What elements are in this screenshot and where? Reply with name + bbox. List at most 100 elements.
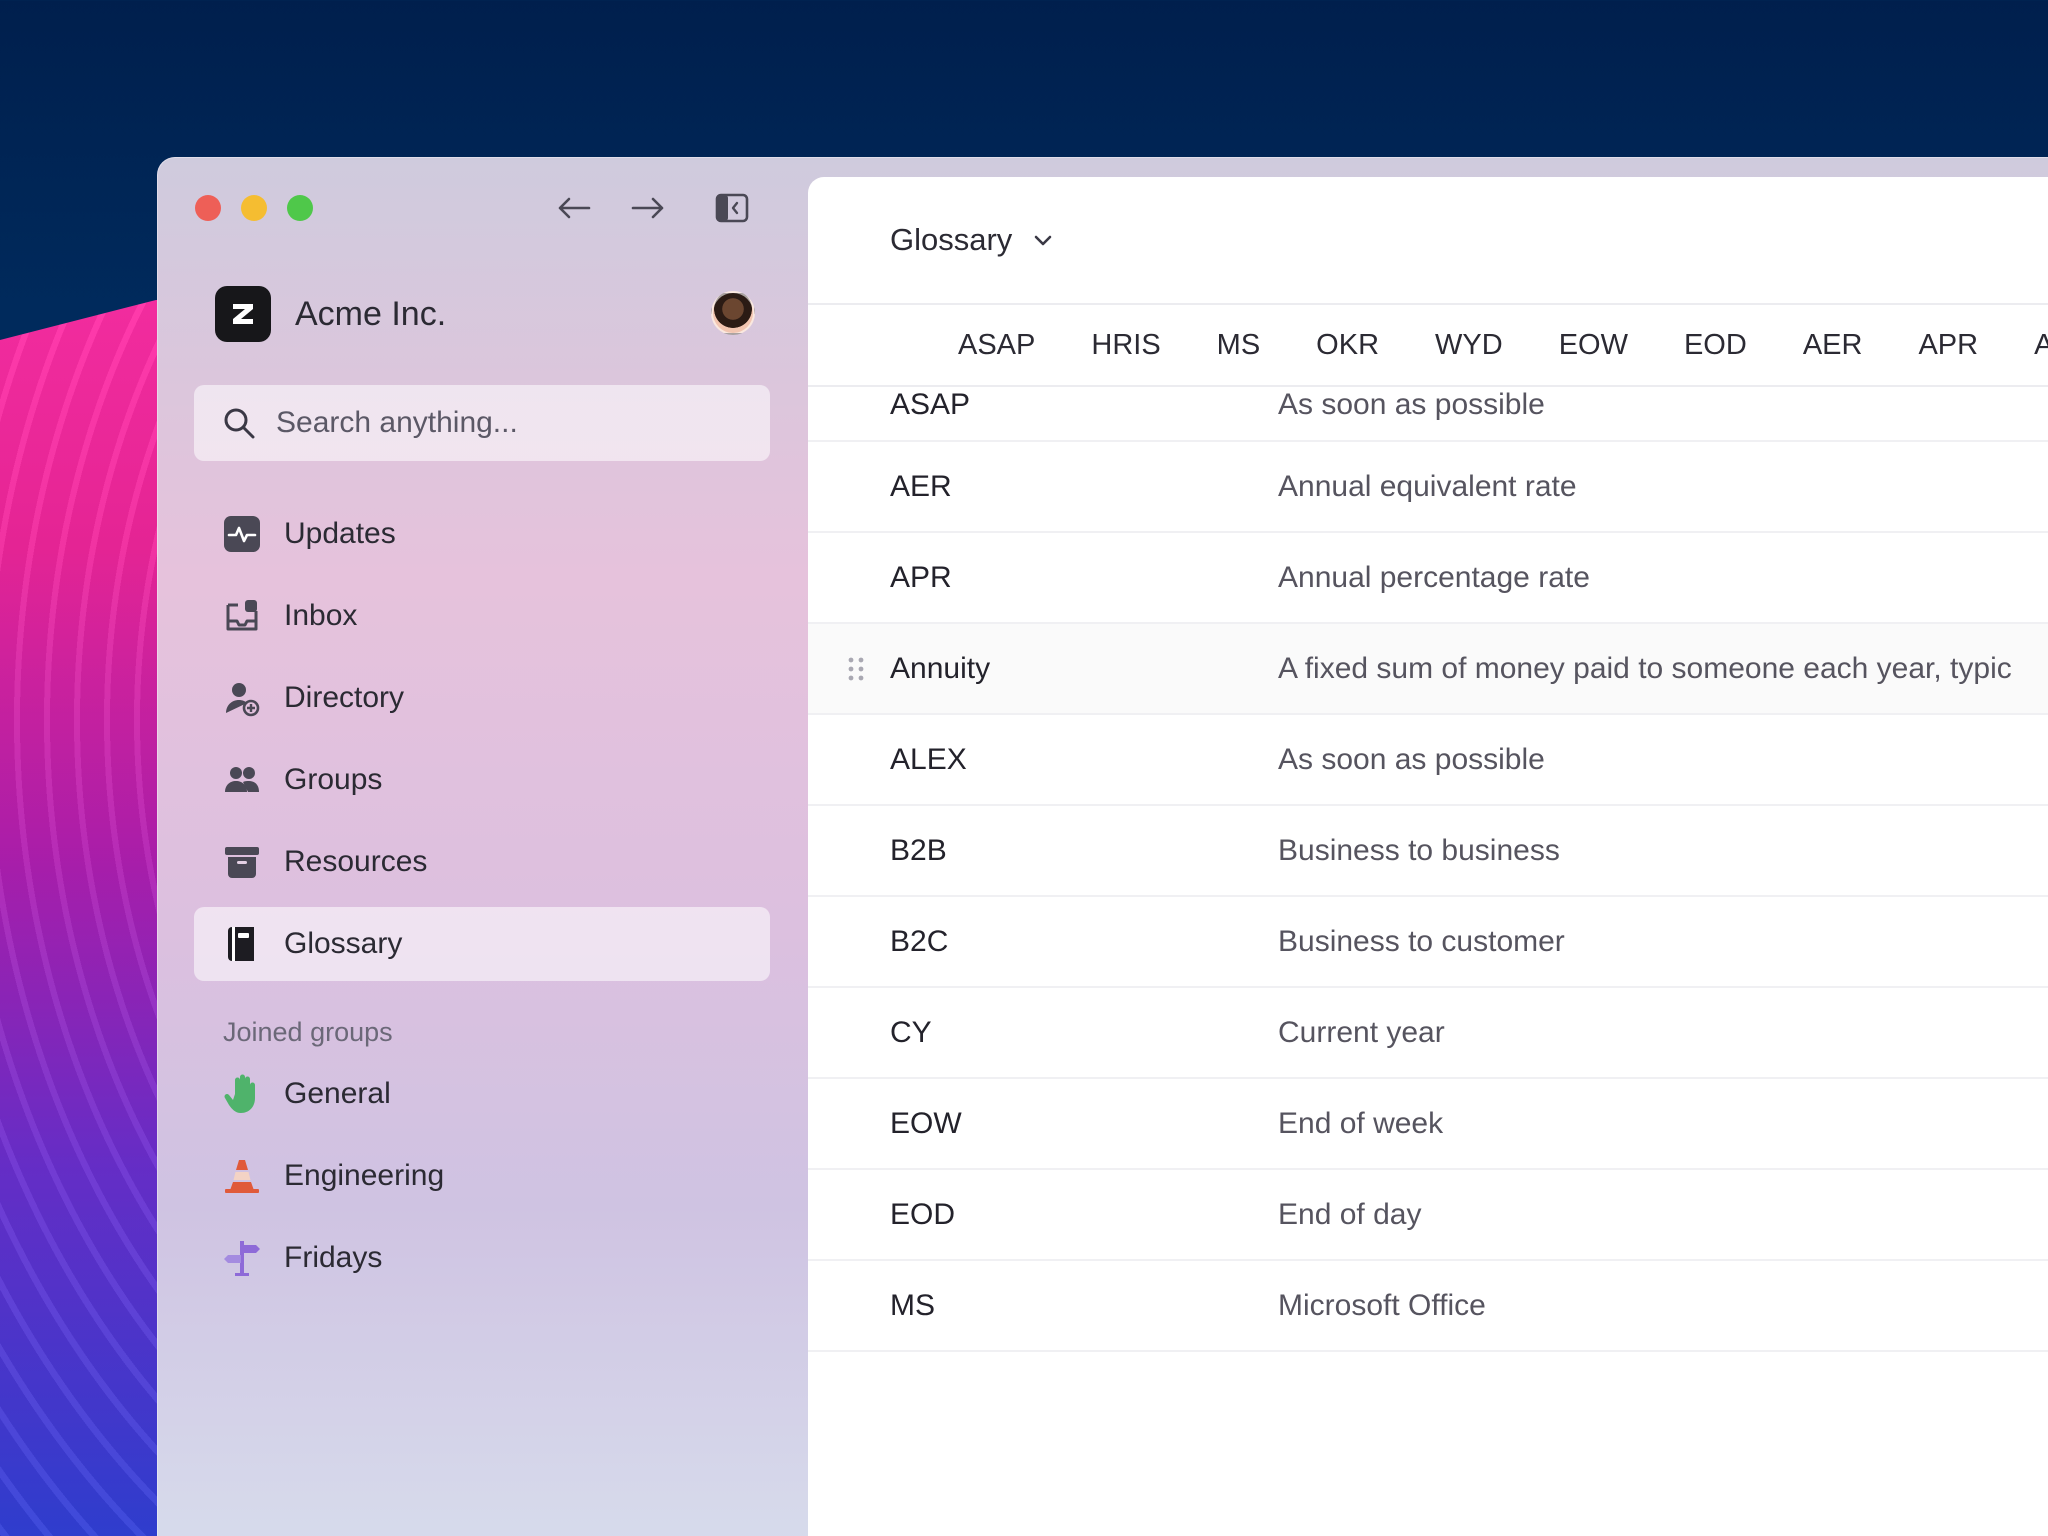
filter-tag[interactable]: A [2034, 329, 2048, 362]
filter-tag[interactable]: AER [1802, 328, 1863, 361]
arrow-left-icon [558, 197, 591, 219]
page-title[interactable]: Glossary [890, 222, 1013, 257]
glossary-term: CY [890, 1015, 932, 1049]
sidebar-item-label: Groups [284, 763, 383, 796]
glossary-table: ASAP As soon as possible AER Annual equi… [808, 387, 2048, 1387]
back-button[interactable] [557, 191, 591, 225]
activity-icon [222, 514, 262, 554]
filter-tag[interactable]: MS [1216, 328, 1261, 361]
search-input[interactable]: Search anything... [194, 385, 770, 461]
brand-logo-icon [233, 304, 253, 324]
filter-tag[interactable]: ASAP [958, 328, 1036, 361]
joined-groups-heading: Joined groups [223, 1017, 393, 1047]
sidebar-item-engineering[interactable]: Engineering [194, 1139, 770, 1213]
table-row[interactable]: Annuity A fixed sum of money paid to som… [808, 624, 2048, 715]
sidebar-item-label: Resources [284, 845, 428, 878]
add-user-icon [222, 678, 262, 718]
glossary-term: Annuity [890, 651, 991, 685]
sidebar-item-label: Engineering [284, 1159, 445, 1192]
signpost-icon [222, 1238, 262, 1278]
zoom-window-button[interactable] [287, 195, 313, 221]
table-row[interactable]: ASAP As soon as possible [808, 387, 2048, 442]
sidebar-item-fridays[interactable]: Fridays [194, 1221, 770, 1295]
sidebar-item-glossary[interactable]: Glossary [194, 907, 770, 981]
sidebar-item-resources[interactable]: Resources [194, 825, 770, 899]
table-row[interactable]: EOW End of week [808, 1079, 2048, 1170]
glossary-definition: Annual equivalent rate [1278, 469, 1577, 503]
glossary-definition: Business to business [1278, 833, 1560, 867]
glossary-definition: As soon as possible [1278, 742, 1545, 776]
glossary-term: B2C [890, 924, 949, 958]
close-window-button[interactable] [195, 195, 221, 221]
sidebar-item-groups[interactable]: Groups [194, 743, 770, 817]
arrow-right-icon [631, 197, 664, 219]
table-row[interactable]: B2B Business to business [808, 806, 2048, 897]
history-navigation [557, 191, 665, 225]
chevron-down-icon[interactable] [1032, 229, 1054, 251]
sidebar-item-label: Directory [284, 681, 405, 714]
sidebar-item-updates[interactable]: Updates [194, 497, 770, 571]
window-controls [195, 195, 313, 221]
glossary-filter-bar: ASAP HRIS MS OKR WYD EOW EOD AER APR A [808, 305, 2048, 387]
glossary-definition: Current year [1278, 1015, 1445, 1049]
filter-tag[interactable]: OKR [1316, 328, 1380, 361]
filter-tag[interactable]: EOW [1558, 328, 1628, 361]
search-icon [224, 408, 255, 439]
minimize-window-button[interactable] [241, 195, 267, 221]
page-header: Glossary [808, 177, 2048, 305]
glossary-definition: Business to customer [1278, 924, 1565, 958]
glossary-definition: Microsoft Office [1278, 1288, 1486, 1322]
glossary-definition: End of day [1278, 1197, 1422, 1231]
table-row[interactable]: ALEX As soon as possible [808, 715, 2048, 806]
glossary-definition: As soon as possible [1278, 388, 1545, 421]
table-row[interactable]: B2C Business to customer [808, 897, 2048, 988]
filter-tag[interactable]: HRIS [1091, 328, 1161, 361]
sidebar-item-label: Glossary [284, 927, 403, 960]
archive-icon [222, 842, 262, 882]
glossary-definition: A fixed sum of money paid to someone eac… [1278, 651, 2012, 685]
filter-tag[interactable]: WYD [1435, 328, 1503, 361]
sidebar-item-general[interactable]: General [194, 1057, 770, 1131]
traffic-cone-icon [222, 1156, 262, 1196]
sidebar-item-label: General [284, 1077, 391, 1110]
org-switcher[interactable]: Acme Inc. [215, 285, 755, 343]
glossary-term: ASAP [890, 388, 971, 421]
user-avatar[interactable] [711, 291, 755, 335]
org-name: Acme Inc. [295, 294, 447, 333]
raised-hand-icon [222, 1074, 262, 1114]
filter-tag[interactable]: APR [1918, 328, 1979, 361]
glossary-term: APR [890, 560, 952, 594]
glossary-term: EOD [890, 1197, 956, 1231]
app-window: Acme Inc. Search anything... Updates Inb… [157, 157, 2048, 1536]
search-placeholder: Search anything... [276, 406, 518, 439]
glossary-term: AER [890, 469, 952, 503]
sidebar-item-label: Updates [284, 517, 396, 550]
table-row[interactable]: EOD End of day [808, 1170, 2048, 1261]
sidebar-item-label: Inbox [284, 599, 358, 632]
table-row[interactable]: AER Annual equivalent rate [808, 442, 2048, 533]
org-logo [215, 286, 271, 342]
filter-tag[interactable]: EOD [1683, 328, 1747, 361]
table-row[interactable]: APR Annual percentage rate [808, 533, 2048, 624]
main-navigation: Updates Inbox Directory Groups [194, 497, 770, 989]
joined-groups-list: General Engineering Fridays [194, 1057, 770, 1303]
glossary-term: EOW [890, 1106, 962, 1140]
users-icon [222, 760, 262, 800]
glossary-definition: Annual percentage rate [1278, 560, 1590, 594]
sidebar-item-directory[interactable]: Directory [194, 661, 770, 735]
table-row[interactable]: CY Current year [808, 988, 2048, 1079]
book-icon [222, 924, 262, 964]
sidebar-toggle-button[interactable] [715, 193, 749, 223]
inbox-icon [222, 596, 262, 636]
sidebar-item-label: Fridays [284, 1241, 383, 1274]
sidebar-collapse-icon [715, 193, 749, 223]
glossary-term: ALEX [890, 742, 967, 776]
table-row[interactable]: MS Microsoft Office [808, 1261, 2048, 1352]
forward-button[interactable] [631, 191, 665, 225]
drag-handle-icon[interactable] [846, 655, 866, 683]
glossary-term: MS [890, 1288, 935, 1322]
glossary-definition: End of week [1278, 1106, 1444, 1140]
sidebar-item-inbox[interactable]: Inbox [194, 579, 770, 653]
glossary-panel: Glossary ASAP HRIS MS OKR WYD EOW EOD AE… [808, 177, 2048, 1536]
glossary-term: B2B [890, 833, 947, 867]
